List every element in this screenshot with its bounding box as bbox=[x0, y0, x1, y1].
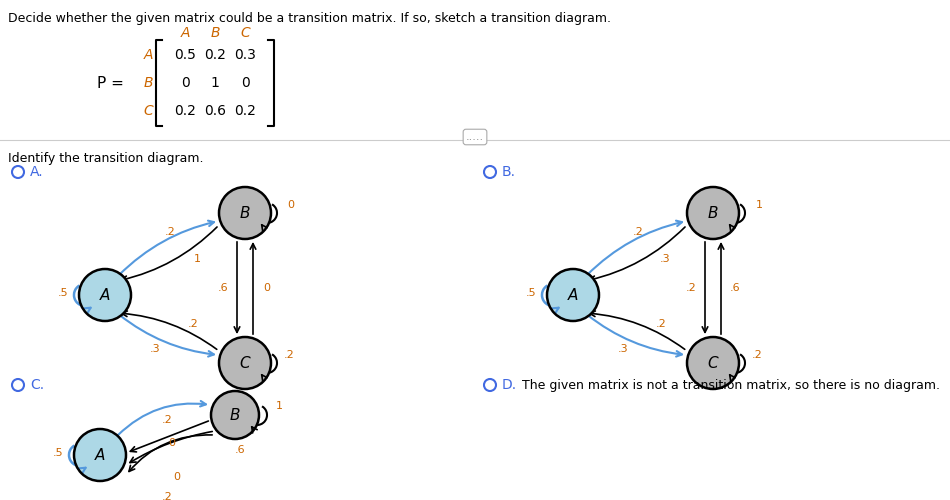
Text: B: B bbox=[239, 206, 250, 220]
Text: .5: .5 bbox=[58, 288, 68, 298]
Circle shape bbox=[687, 187, 739, 239]
Text: 0.3: 0.3 bbox=[234, 48, 256, 62]
Circle shape bbox=[547, 269, 599, 321]
Text: B: B bbox=[210, 26, 219, 40]
Text: .2: .2 bbox=[188, 319, 199, 329]
Text: A: A bbox=[95, 448, 105, 462]
Text: C: C bbox=[708, 356, 718, 370]
Text: C.: C. bbox=[30, 378, 44, 392]
Text: .2: .2 bbox=[284, 350, 294, 360]
Text: 0.2: 0.2 bbox=[234, 104, 256, 118]
Text: 0: 0 bbox=[180, 76, 189, 90]
Text: 0.5: 0.5 bbox=[174, 48, 196, 62]
Text: 0.2: 0.2 bbox=[174, 104, 196, 118]
Text: .6: .6 bbox=[730, 283, 740, 293]
Text: .2: .2 bbox=[162, 415, 172, 425]
Text: .2: .2 bbox=[751, 350, 762, 360]
Text: .6: .6 bbox=[218, 283, 228, 293]
Circle shape bbox=[74, 429, 126, 481]
Text: 0.6: 0.6 bbox=[204, 104, 226, 118]
Text: B.: B. bbox=[502, 165, 516, 179]
Text: A: A bbox=[180, 26, 190, 40]
Text: 1: 1 bbox=[194, 254, 200, 264]
Text: A: A bbox=[100, 288, 110, 302]
Text: B: B bbox=[230, 408, 240, 422]
Text: .2: .2 bbox=[656, 319, 666, 329]
Text: 0: 0 bbox=[240, 76, 249, 90]
Text: .5: .5 bbox=[52, 448, 64, 458]
Text: The given matrix is not a transition matrix, so there is no diagram.: The given matrix is not a transition mat… bbox=[522, 378, 940, 392]
Text: .3: .3 bbox=[659, 254, 671, 264]
Text: P =: P = bbox=[97, 76, 124, 90]
Circle shape bbox=[219, 337, 271, 389]
Text: Identify the transition diagram.: Identify the transition diagram. bbox=[8, 152, 203, 165]
Circle shape bbox=[219, 187, 271, 239]
Text: .....: ..... bbox=[466, 132, 484, 142]
Text: 1: 1 bbox=[211, 76, 219, 90]
Text: A.: A. bbox=[30, 165, 44, 179]
Circle shape bbox=[211, 391, 259, 439]
Text: .2: .2 bbox=[633, 227, 643, 237]
Text: .3: .3 bbox=[150, 344, 161, 354]
Text: A: A bbox=[568, 288, 579, 302]
Text: .2: .2 bbox=[162, 492, 172, 500]
Text: A: A bbox=[143, 48, 153, 62]
Text: Decide whether the given matrix could be a transition matrix. If so, sketch a tr: Decide whether the given matrix could be… bbox=[8, 12, 611, 25]
Text: C: C bbox=[239, 356, 250, 370]
Text: D.: D. bbox=[502, 378, 517, 392]
Text: C: C bbox=[240, 26, 250, 40]
Text: .6: .6 bbox=[235, 445, 245, 455]
Text: .2: .2 bbox=[686, 283, 696, 293]
Text: .5: .5 bbox=[525, 288, 537, 298]
Text: 0: 0 bbox=[168, 438, 176, 448]
Text: B: B bbox=[143, 76, 153, 90]
Text: 0.2: 0.2 bbox=[204, 48, 226, 62]
Text: 1: 1 bbox=[755, 200, 763, 210]
Text: C: C bbox=[143, 104, 153, 118]
Text: 0: 0 bbox=[263, 283, 271, 293]
Text: .3: .3 bbox=[618, 344, 628, 354]
Text: 0: 0 bbox=[174, 472, 180, 482]
Text: B: B bbox=[708, 206, 718, 220]
Text: 1: 1 bbox=[276, 401, 282, 411]
Text: 0: 0 bbox=[288, 200, 294, 210]
Circle shape bbox=[687, 337, 739, 389]
Text: .2: .2 bbox=[164, 227, 176, 237]
Circle shape bbox=[79, 269, 131, 321]
